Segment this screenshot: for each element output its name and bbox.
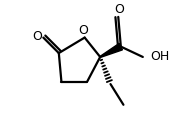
Text: OH: OH <box>150 50 169 63</box>
Polygon shape <box>100 43 123 57</box>
Text: O: O <box>78 24 88 37</box>
Text: O: O <box>115 3 124 16</box>
Text: O: O <box>32 30 42 43</box>
